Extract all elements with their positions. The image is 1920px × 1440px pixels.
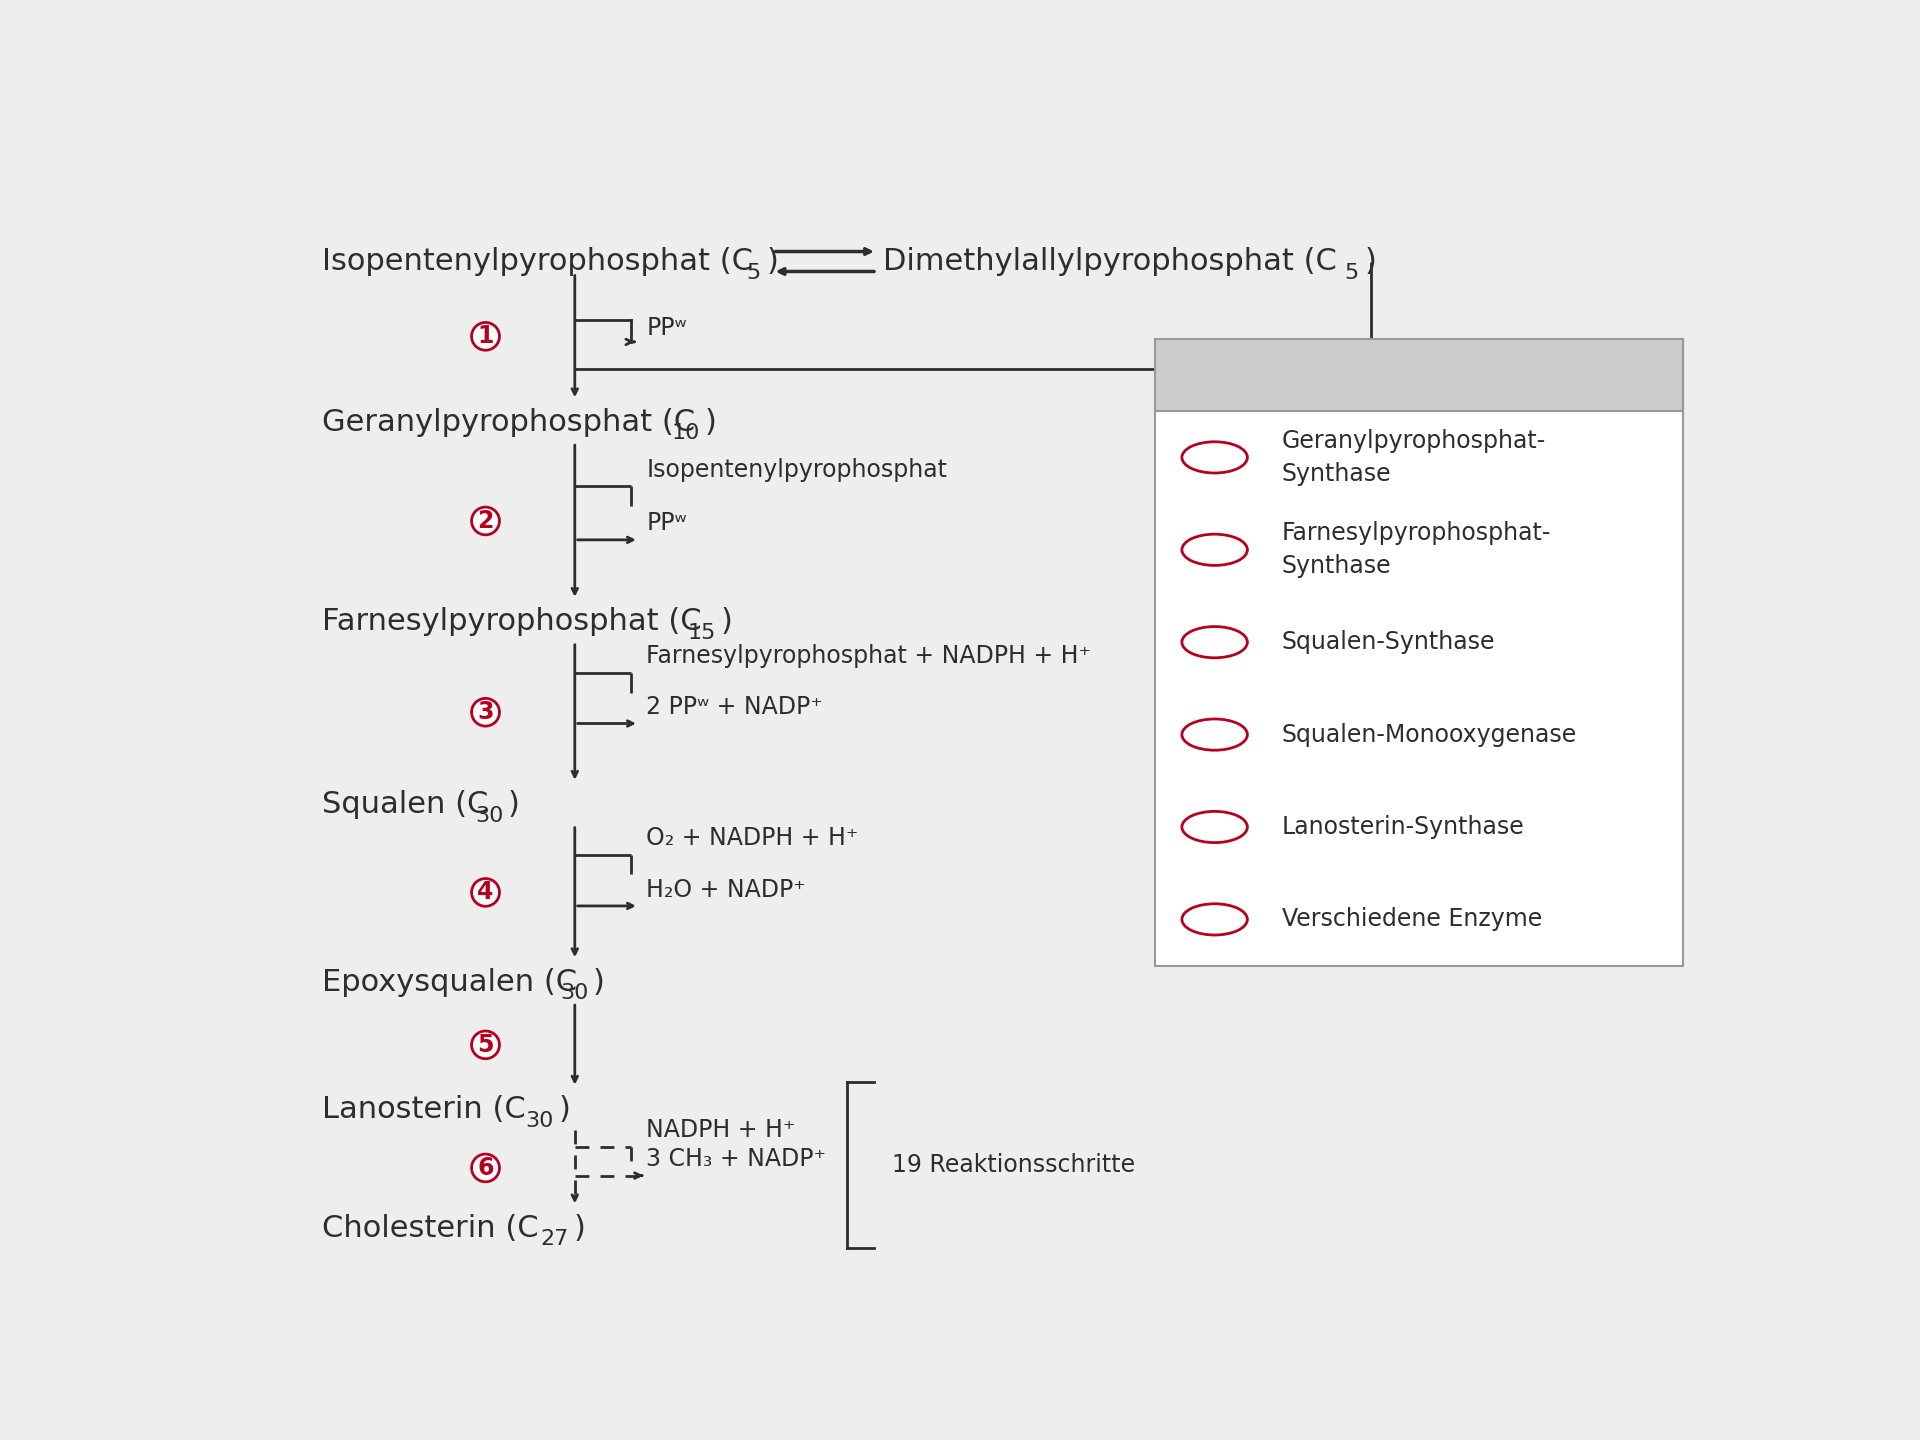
Text: Lanosterin-Synthase: Lanosterin-Synthase (1283, 815, 1524, 840)
Ellipse shape (1183, 534, 1248, 566)
Text: ): ) (1365, 248, 1377, 276)
Text: 15: 15 (687, 624, 716, 642)
FancyBboxPatch shape (1156, 338, 1684, 966)
Text: Cholesterin (C: Cholesterin (C (323, 1214, 538, 1243)
Text: 2 PPʷ + NADP⁺: 2 PPʷ + NADP⁺ (647, 696, 824, 719)
Text: 3: 3 (478, 700, 493, 724)
Text: ): ) (593, 968, 605, 996)
Text: 5: 5 (1206, 815, 1223, 840)
Text: ): ) (507, 791, 520, 819)
Ellipse shape (472, 323, 499, 350)
Text: 5: 5 (1344, 262, 1357, 282)
Ellipse shape (472, 698, 499, 726)
Text: 4: 4 (1206, 723, 1223, 746)
Ellipse shape (1183, 811, 1248, 842)
Text: O₂ + NADPH + H⁺: O₂ + NADPH + H⁺ (647, 827, 858, 850)
Ellipse shape (472, 878, 499, 906)
Ellipse shape (472, 507, 499, 534)
Text: Geranylpyrophosphat-: Geranylpyrophosphat- (1283, 429, 1546, 452)
Text: Enzyme: Enzyme (1359, 360, 1480, 390)
Text: 2: 2 (478, 508, 493, 533)
Text: 1: 1 (1206, 445, 1223, 469)
Text: H₂O + NADP⁺: H₂O + NADP⁺ (647, 877, 806, 901)
Text: 3: 3 (1206, 631, 1223, 654)
Text: 30: 30 (526, 1110, 555, 1130)
Ellipse shape (1183, 719, 1248, 750)
Text: ): ) (559, 1096, 570, 1125)
Text: Synthase: Synthase (1283, 462, 1392, 487)
Text: ): ) (705, 408, 716, 436)
Text: Farnesylpyrophosphat + NADPH + H⁺: Farnesylpyrophosphat + NADPH + H⁺ (647, 644, 1091, 668)
Text: NADPH + H⁺: NADPH + H⁺ (647, 1117, 795, 1142)
Text: 3 CH₃ + NADP⁺: 3 CH₃ + NADP⁺ (647, 1148, 826, 1171)
Text: Farnesylpyrophosphat-: Farnesylpyrophosphat- (1283, 521, 1551, 546)
Text: Geranylpyrophosphat (C: Geranylpyrophosphat (C (323, 408, 695, 436)
Text: 19 Reaktionsschritte: 19 Reaktionsschritte (891, 1153, 1135, 1176)
Text: 30: 30 (474, 806, 503, 827)
Text: Squalen-Monooxygenase: Squalen-Monooxygenase (1283, 723, 1576, 746)
Text: 6: 6 (1206, 907, 1223, 932)
Text: Synthase: Synthase (1283, 554, 1392, 579)
Text: Verschiedene Enzyme: Verschiedene Enzyme (1283, 907, 1542, 932)
Text: Dimethylallylpyrophosphat (C: Dimethylallylpyrophosphat (C (883, 248, 1336, 276)
Text: Isopentenylpyrophosphat (C: Isopentenylpyrophosphat (C (323, 248, 753, 276)
Text: 5: 5 (478, 1032, 493, 1057)
Ellipse shape (472, 1031, 499, 1058)
Text: 1: 1 (478, 324, 493, 348)
Text: PPʷ: PPʷ (647, 511, 687, 536)
Text: Lanosterin (C: Lanosterin (C (323, 1096, 526, 1125)
FancyBboxPatch shape (1156, 338, 1684, 412)
Text: PPʷ: PPʷ (647, 315, 687, 340)
Text: 4: 4 (478, 880, 493, 904)
Text: 10: 10 (672, 423, 701, 444)
Ellipse shape (1183, 626, 1248, 658)
Text: Farnesylpyrophosphat (C: Farnesylpyrophosphat (C (323, 608, 701, 636)
Text: 5: 5 (745, 262, 760, 282)
Text: Isopentenylpyrophosphat: Isopentenylpyrophosphat (647, 458, 947, 482)
Text: Squalen-Synthase: Squalen-Synthase (1283, 631, 1496, 654)
Text: 30: 30 (561, 984, 588, 1004)
Text: ): ) (720, 608, 733, 636)
Text: Epoxysqualen (C: Epoxysqualen (C (323, 968, 578, 996)
Text: 2: 2 (1206, 537, 1223, 562)
Ellipse shape (1183, 904, 1248, 935)
Ellipse shape (472, 1153, 499, 1182)
Ellipse shape (1183, 442, 1248, 472)
Text: Squalen (C: Squalen (C (323, 791, 488, 819)
Text: ): ) (766, 248, 780, 276)
Text: 6: 6 (478, 1156, 493, 1179)
Text: 27: 27 (541, 1230, 568, 1250)
Text: ): ) (574, 1214, 586, 1243)
